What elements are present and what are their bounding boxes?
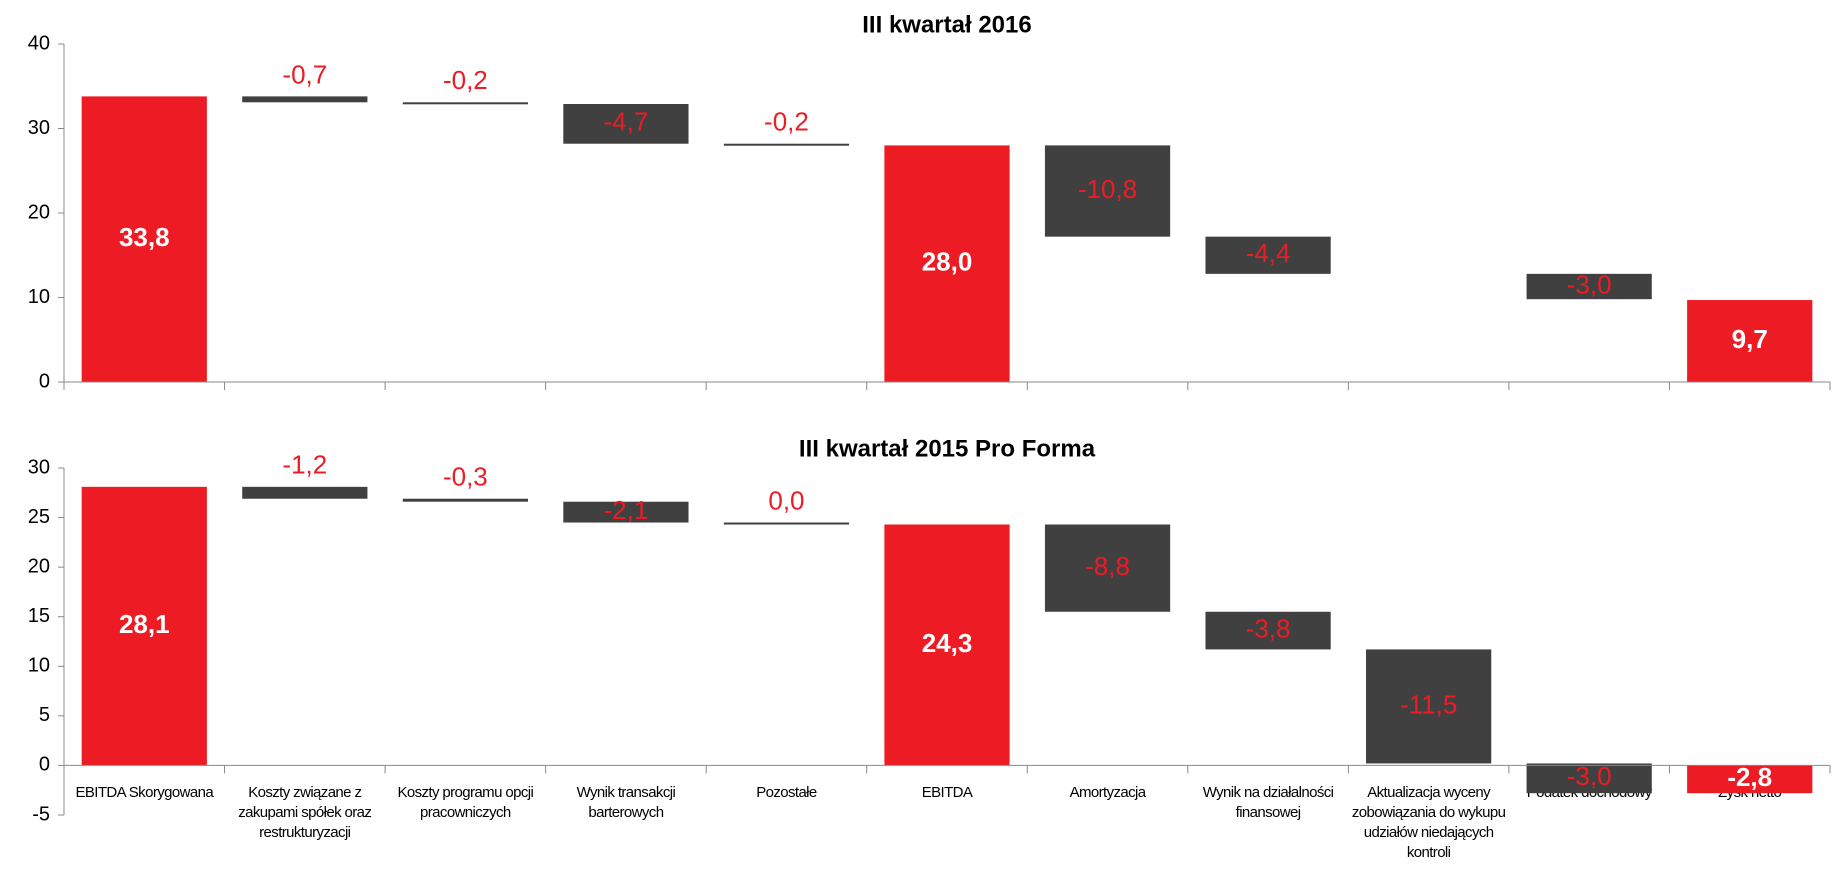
y-tick-label: 20 bbox=[28, 555, 50, 577]
change-bar bbox=[402, 102, 528, 105]
data-label: 33,8 bbox=[119, 222, 170, 252]
x-tick-label: Koszty programu opcji pracowniczych bbox=[397, 784, 534, 822]
data-label: 0,0 bbox=[768, 485, 804, 515]
y-tick-label: 25 bbox=[28, 506, 50, 528]
chart-title: III kwartał 2015 Pro Forma bbox=[799, 435, 1096, 462]
data-label: -0,7 bbox=[282, 59, 327, 89]
y-tick-label: 0 bbox=[39, 754, 50, 776]
data-label: -3,8 bbox=[1246, 613, 1291, 643]
data-label: 28,0 bbox=[922, 247, 973, 277]
x-tick-label-box: Amortyzacja bbox=[1069, 784, 1147, 802]
change-bar bbox=[242, 96, 368, 103]
change-bar bbox=[1044, 145, 1171, 237]
x-tick-label: EBITDA bbox=[921, 784, 973, 802]
data-label: -2,8 bbox=[1727, 762, 1772, 792]
x-tick-label: Koszty związane z zakupami spółek oraz r… bbox=[238, 784, 372, 842]
data-label: -0,2 bbox=[764, 107, 809, 137]
data-label: -1,2 bbox=[282, 450, 327, 480]
change-bar bbox=[723, 522, 850, 525]
data-label: -10,8 bbox=[1078, 174, 1137, 204]
x-tick-label-box: Aktualizacja wyceny zobowiązania do wyku… bbox=[1351, 784, 1506, 862]
data-label: -8,8 bbox=[1085, 551, 1130, 581]
y-tick-label: 30 bbox=[28, 456, 50, 478]
change-bar bbox=[242, 486, 368, 499]
x-tick-label: EBITDA Skorygowana bbox=[75, 784, 214, 802]
data-label: -4,4 bbox=[1246, 238, 1291, 268]
data-label: -0,3 bbox=[443, 462, 488, 492]
y-tick-label: 10 bbox=[28, 655, 50, 677]
change-bar bbox=[1366, 649, 1492, 764]
x-tick-label-box: Koszty związane z zakupami spółek oraz r… bbox=[238, 784, 372, 842]
change-bar bbox=[1205, 611, 1331, 650]
x-tick-label: Wynik na działalności finansowej bbox=[1202, 784, 1334, 822]
y-tick-label: 5 bbox=[39, 704, 50, 726]
data-label: 24,3 bbox=[922, 628, 973, 658]
y-tick-label: 0 bbox=[39, 370, 50, 392]
change-bar bbox=[1526, 273, 1652, 300]
data-label: -3,0 bbox=[1567, 269, 1612, 299]
x-tick-label-box: Wynik transakcji barterowych bbox=[576, 784, 676, 822]
change-bar bbox=[563, 501, 689, 523]
data-label: -0,2 bbox=[443, 65, 488, 95]
total-bar bbox=[81, 486, 207, 766]
y-tick-label: 10 bbox=[28, 286, 50, 308]
y-tick-label: -5 bbox=[32, 803, 50, 825]
y-tick-label: 30 bbox=[28, 117, 50, 139]
x-tick-label-box: Pozostałe bbox=[756, 784, 817, 802]
total-bar bbox=[81, 96, 207, 382]
data-label: -2,1 bbox=[604, 495, 649, 525]
y-tick-label: 40 bbox=[28, 32, 50, 54]
data-label: -4,7 bbox=[604, 107, 649, 137]
y-tick-label: 20 bbox=[28, 201, 50, 223]
total-bar bbox=[1687, 300, 1813, 382]
data-label: 9,7 bbox=[1732, 324, 1768, 354]
x-tick-label-box: Wynik na działalności finansowej bbox=[1202, 784, 1334, 822]
total-bar bbox=[884, 524, 1010, 766]
data-label: -3,0 bbox=[1567, 761, 1612, 791]
total-bar bbox=[884, 145, 1010, 382]
change-bar bbox=[1044, 524, 1171, 612]
data-label: 28,1 bbox=[119, 609, 170, 639]
total-bar bbox=[1687, 765, 1813, 794]
change-bar bbox=[1205, 236, 1331, 274]
x-tick-label: Amortyzacja bbox=[1069, 784, 1147, 802]
x-tick-label-box: EBITDA Skorygowana bbox=[75, 784, 214, 802]
y-tick-label: 15 bbox=[28, 605, 50, 627]
x-tick-label-box: Koszty programu opcji pracowniczych bbox=[397, 784, 534, 822]
x-tick-label: Pozostałe bbox=[756, 784, 817, 802]
change-bar bbox=[402, 498, 528, 502]
x-tick-label-box: Podatek dochodowy bbox=[1527, 784, 1653, 801]
chart-title: III kwartał 2016 bbox=[862, 11, 1031, 38]
change-bar bbox=[1526, 763, 1652, 794]
x-tick-label-box: EBITDA bbox=[921, 784, 973, 802]
x-tick-label: Wynik transakcji barterowych bbox=[576, 784, 676, 822]
x-tick-label: Aktualizacja wyceny zobowiązania do wyku… bbox=[1351, 784, 1506, 862]
x-tick-label-box: Zysk netto bbox=[1718, 784, 1782, 801]
change-bar bbox=[723, 143, 850, 146]
change-bar bbox=[563, 103, 689, 144]
data-label: -11,5 bbox=[1400, 689, 1457, 719]
